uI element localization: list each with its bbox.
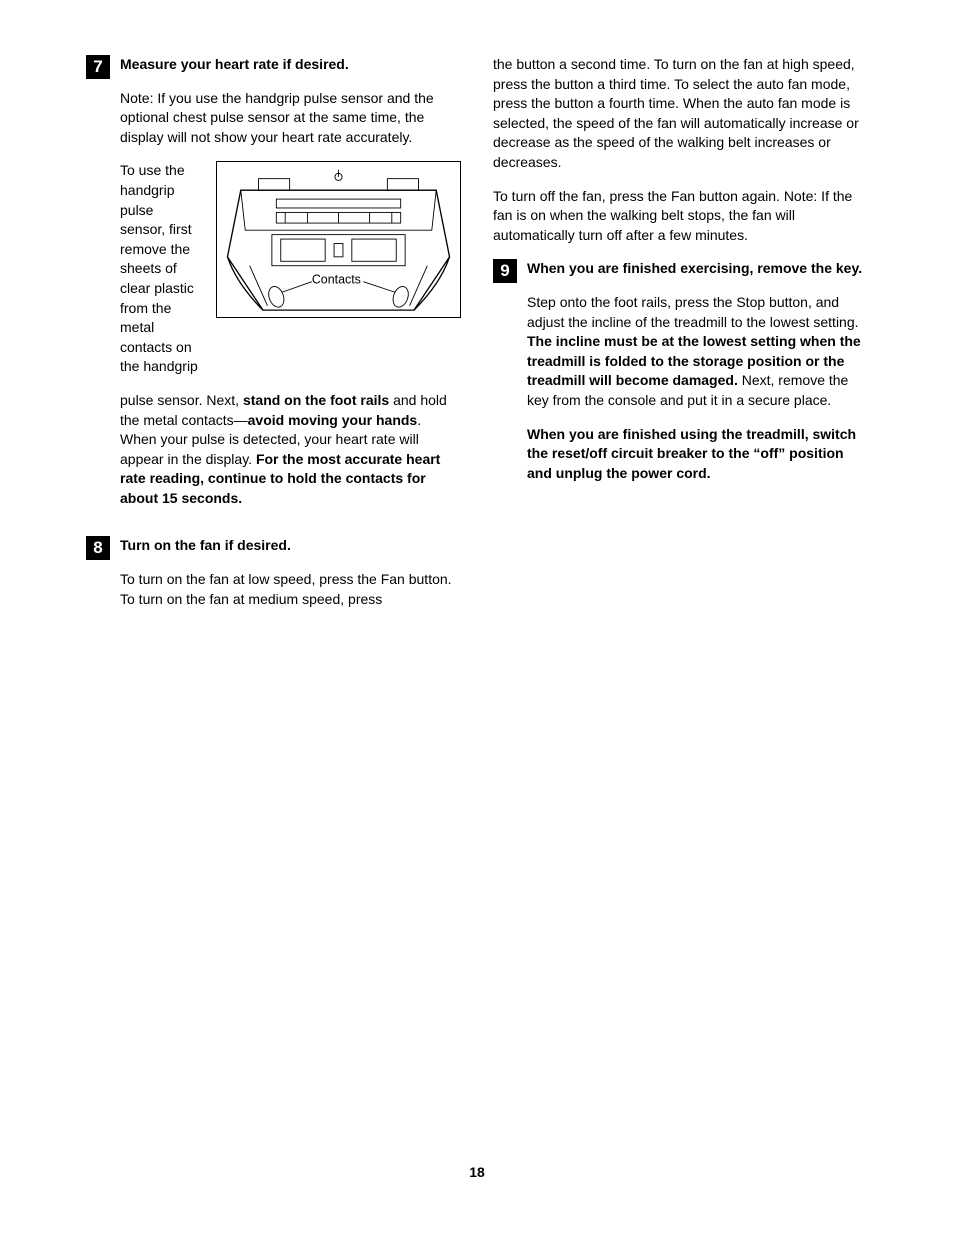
step-9-badge: 9 (493, 259, 517, 283)
step-8-cont1: the button a second time. To turn on the… (493, 55, 868, 173)
step-7-p2: pulse sensor. Next, stand on the foot ra… (120, 391, 461, 509)
step-9-title: When you are finished exercising, remove… (527, 259, 868, 279)
right-column: the button a second time. To turn on the… (493, 55, 868, 637)
step-7-badge: 7 (86, 55, 110, 79)
step-9-p2: When you are finished using the treadmil… (527, 425, 868, 484)
step-7-title: Measure your heart rate if desired. (120, 55, 461, 75)
step-8-title: Turn on the fan if desired. (120, 536, 461, 556)
step-7-p2d: avoid moving your hands (248, 412, 418, 428)
step-9-p1a: Step onto the foot rails, press the Stop… (527, 294, 859, 330)
step-8-badge: 8 (86, 536, 110, 560)
page: 7 Measure your heart rate if desired. No… (0, 0, 954, 677)
left-column: 7 Measure your heart rate if desired. No… (86, 55, 461, 637)
step-7-body: Measure your heart rate if desired. Note… (120, 55, 461, 522)
page-number: 18 (0, 1163, 954, 1183)
step-9-body: When you are finished exercising, remove… (527, 259, 868, 497)
step-9-p1: Step onto the foot rails, press the Stop… (527, 293, 868, 411)
contacts-label-text: Contacts (312, 273, 361, 287)
step-8-p1: To turn on the fan at low speed, press t… (120, 570, 461, 609)
step-7-p2b: stand on the foot rails (243, 392, 389, 408)
step-7-wrap: To use the handgrip pulse sensor, first … (120, 161, 461, 377)
step-8-body: Turn on the fan if desired. To turn on t… (120, 536, 461, 623)
step-7-p2a: pulse sensor. Next, (120, 392, 243, 408)
step-8: 8 Turn on the fan if desired. To turn on… (86, 536, 461, 623)
console-diagram-svg: Contacts (223, 168, 454, 310)
step-7-wraptext: To use the handgrip pulse sensor, first … (120, 161, 202, 377)
step-7-figure: Contacts (216, 161, 461, 317)
step-8-cont2: To turn off the fan, press the Fan butto… (493, 187, 868, 246)
step-7: 7 Measure your heart rate if desired. No… (86, 55, 461, 522)
step-9: 9 When you are finished exercising, remo… (493, 259, 868, 497)
step-7-note: Note: If you use the handgrip pulse sens… (120, 89, 461, 148)
